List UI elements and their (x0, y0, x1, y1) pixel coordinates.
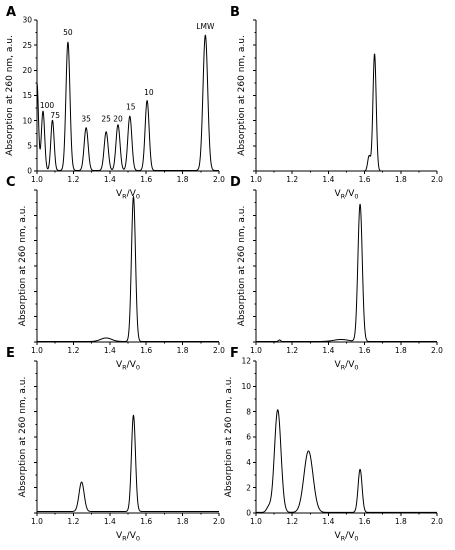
x-tick-label: 1.4 (104, 175, 116, 184)
panel-b: B 1.0 1.2 1.4 1.6 1.8 2.0 VR/V0 Absorption at 26… (230, 5, 443, 201)
x-tick-label: 1.8 (395, 175, 407, 184)
panel-letter: A (6, 5, 16, 20)
y-tick-label: 20 (22, 66, 32, 75)
x-tick-label: 1.0 (250, 346, 262, 355)
panel-letter: D (230, 175, 241, 190)
panel-letter: B (230, 5, 240, 20)
x-tick-label: 1.6 (140, 517, 152, 526)
panel-d: D 1.0 1.2 1.4 1.6 1.8 2.0 VR/V0 Absorption at 26… (230, 175, 443, 372)
x-tick-label: 1.0 (250, 175, 262, 184)
y-tick-label: 4 (246, 458, 251, 467)
y-axis-title: Absorption at 260 nm, a.u. (237, 206, 247, 327)
x-axis-title: VR/V0 (334, 189, 358, 201)
x-tick-label: 1.8 (395, 346, 407, 355)
x-tick-label: 1.4 (322, 517, 334, 526)
x-tick-label: 1.6 (359, 346, 371, 355)
x-tick-label: 1.4 (322, 346, 334, 355)
x-tick-label: 2.0 (213, 175, 225, 184)
x-tick-label: 1.6 (140, 175, 152, 184)
x-tick-label: 1.2 (67, 346, 79, 355)
x-tick-label: 2.0 (213, 517, 225, 526)
x-tick-label: 1.6 (359, 175, 371, 184)
y-tick-label: 0 (27, 167, 32, 176)
chromatogram-trace (255, 409, 438, 513)
chromatogram-trace (255, 53, 438, 172)
peak-label: LMW (196, 22, 215, 31)
x-tick-label: 1.8 (177, 346, 189, 355)
panel-letter: E (6, 346, 15, 361)
x-axis-title: VR/V0 (116, 531, 140, 543)
x-tick-label: 1.2 (67, 517, 79, 526)
x-tick-label: 1.4 (322, 175, 334, 184)
x-axis-title: VR/V0 (116, 360, 140, 372)
x-tick-label: 1.8 (177, 517, 189, 526)
y-tick-label: 15 (22, 91, 32, 100)
panel-letter: F (230, 346, 239, 361)
y-tick-label: 0 (246, 509, 251, 518)
peak-label: 75 (50, 111, 60, 120)
peak-label: 100 (40, 101, 55, 110)
x-tick-label: 1.8 (395, 517, 407, 526)
y-tick-label: 30 (22, 16, 32, 25)
x-tick-label: 1.6 (140, 346, 152, 355)
y-tick-label: 2 (246, 483, 251, 492)
y-axis-title: Absorption at 260 nm, a.u. (237, 35, 247, 156)
x-tick-label: 1.2 (286, 346, 298, 355)
y-tick-label: 25 (22, 41, 32, 50)
panel-letter: C (6, 175, 16, 190)
x-axis-title: VR/V0 (116, 189, 140, 201)
panel-e: E 1.0 1.2 1.4 1.6 1.8 2.0 VR/V0 Absorption at 26… (6, 346, 225, 543)
chromatogram-trace (36, 34, 220, 171)
x-tick-label: 1.2 (286, 517, 298, 526)
x-tick-label: 1.0 (31, 346, 43, 355)
x-tick-label: 1.6 (359, 517, 371, 526)
panel-c: C 1.0 1.2 1.4 1.6 1.8 2.0 VR/V0 Absorption at 26… (6, 175, 225, 372)
y-tick-label: 8 (246, 407, 251, 416)
x-axis-title: VR/V0 (334, 360, 358, 372)
x-tick-label: 1.4 (104, 517, 116, 526)
x-tick-label: 1.2 (67, 175, 79, 184)
y-axis-title: Absorption at 260 nm, a.u. (5, 35, 15, 156)
chromatogram-trace (36, 196, 220, 342)
y-axis-title: Absorption at 260 nm, a.u. (18, 377, 28, 498)
peak-label: 15 (126, 103, 136, 112)
x-tick-label: 1.2 (286, 175, 298, 184)
y-tick-label: 12 (241, 357, 251, 366)
x-tick-label: 1.4 (104, 346, 116, 355)
x-axis-title: VR/V0 (334, 531, 358, 543)
y-tick-label: 10 (241, 382, 251, 391)
chromatogram-trace (36, 414, 220, 512)
y-axis-title: Absorption at 260 nm, a.u. (18, 206, 28, 327)
y-axis-title: Absorption at 260 nm, a.u. (224, 377, 234, 498)
x-tick-label: 1.0 (31, 175, 43, 184)
panel-f: F 1.0 1.2 1.4 1.6 1.8 2.0 0 2 4 6 8 10 12 VR/V0 Absorpt… (224, 346, 443, 543)
x-tick-label: 2.0 (431, 175, 443, 184)
x-tick-label: 2.0 (431, 517, 443, 526)
x-tick-label: 1.0 (31, 517, 43, 526)
x-tick-label: 1.0 (250, 517, 262, 526)
peak-label: 10 (144, 88, 154, 97)
x-tick-label: 2.0 (431, 346, 443, 355)
y-tick-label: 5 (27, 142, 32, 151)
x-tick-label: 1.8 (177, 175, 189, 184)
panel-a: A1.0 1.2 1.4 1.6 1.8 2.0051015202530VR/V0Abso… (5, 5, 225, 201)
y-tick-label: 6 (246, 433, 251, 442)
y-tick-label: 10 (22, 116, 32, 125)
chromatogram-trace (255, 203, 438, 342)
x-tick-label: 2.0 (213, 346, 225, 355)
peak-label: 50 (63, 28, 73, 37)
peak-label: 20 (113, 115, 123, 124)
peak-label: 35 (81, 115, 91, 124)
peak-label: 25 (101, 115, 111, 124)
